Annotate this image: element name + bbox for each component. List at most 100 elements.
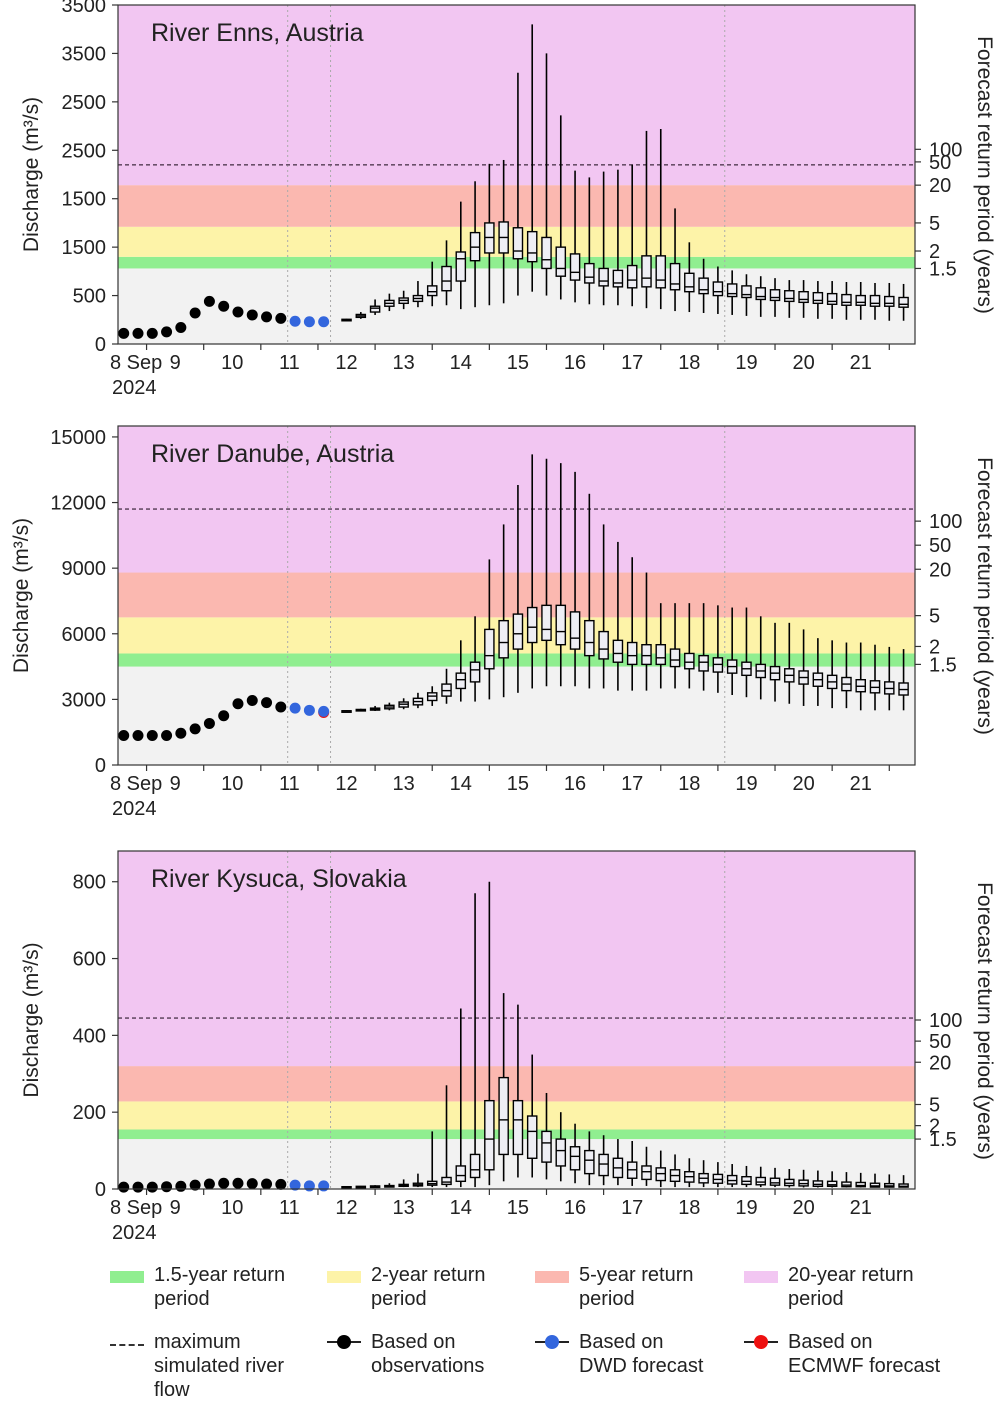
ensemble-box — [698, 258, 709, 314]
ensemble-box — [712, 266, 724, 314]
ensemble-box — [512, 485, 524, 693]
box-iqr — [641, 1165, 652, 1181]
xtick-label: 14 — [450, 773, 472, 795]
box-iqr — [441, 265, 452, 292]
ensemble-box — [598, 524, 609, 689]
ensemble-box — [869, 282, 881, 320]
ensemble-box — [855, 282, 866, 320]
ensemble-box — [584, 1131, 595, 1186]
ensemble-box — [669, 603, 681, 689]
ensemble-box — [541, 53, 552, 296]
box-iqr — [798, 290, 809, 304]
rp-tick-label: 1.5 — [929, 654, 957, 676]
xtick-label: 20 — [792, 352, 814, 374]
dwd-point — [318, 705, 330, 717]
box-iqr — [484, 628, 495, 670]
ensemble-box — [898, 649, 909, 711]
rp-tick-label: 50 — [929, 152, 951, 174]
ensemble-box — [469, 181, 481, 308]
rp-tick-label: 1.5 — [929, 258, 957, 280]
obs-point — [175, 322, 187, 334]
box-iqr — [684, 652, 695, 670]
dwd-point — [318, 1180, 330, 1192]
legend-label-rp20-1: 20-year return — [788, 1264, 914, 1286]
ensemble-box — [641, 130, 652, 309]
band-rp5 — [118, 1066, 915, 1102]
box-iqr — [498, 619, 509, 659]
obs-point — [218, 710, 230, 722]
rp-tick-label: 100 — [929, 1010, 962, 1032]
ensemble-box — [426, 1131, 438, 1188]
ensemble-box — [741, 274, 752, 316]
obs-point — [232, 698, 244, 710]
ytick-label: 0 — [95, 1179, 106, 1201]
box-iqr — [769, 289, 781, 302]
ensemble-box — [784, 622, 795, 704]
box-iqr — [655, 255, 667, 289]
obs-point — [118, 327, 130, 339]
box-iqr — [812, 291, 824, 305]
box-iqr — [626, 641, 638, 666]
legend-marker-dwd — [535, 1330, 569, 1354]
box-iqr — [598, 630, 609, 660]
ytick-label: 3500 — [62, 0, 107, 17]
box-iqr — [784, 1178, 795, 1187]
box-iqr — [669, 648, 681, 668]
ensemble-box — [569, 471, 581, 687]
ytick-label: 400 — [73, 1025, 106, 1047]
box-iqr — [755, 1176, 767, 1186]
legend-label-ecmwf-2: ECMWF forecast — [788, 1355, 941, 1377]
obs-point — [203, 1178, 215, 1190]
obs-point — [132, 729, 144, 741]
panel-title: River Enns, Austria — [151, 19, 364, 47]
panel-title: River Danube, Austria — [151, 440, 394, 468]
y2-axis-label: Forecast return period (years) — [973, 36, 996, 314]
ensemble-box — [884, 282, 895, 321]
band-rp20 — [118, 5, 915, 186]
legend-label-rp15-2: period — [154, 1288, 210, 1310]
legend-label-rp2-1: 2-year return — [371, 1264, 486, 1286]
xtick-label: 21 — [850, 352, 872, 374]
ensemble-box — [512, 1004, 524, 1178]
ytick-label: 1500 — [62, 189, 107, 211]
dwd-point — [289, 702, 301, 714]
band-rp5 — [118, 185, 915, 227]
box-iqr — [741, 285, 752, 299]
box-iqr — [898, 296, 909, 308]
ensemble-box — [526, 454, 538, 689]
ensemble-box — [498, 524, 509, 698]
rp-tick-label: 50 — [929, 1031, 951, 1053]
ensemble-box — [755, 276, 767, 317]
ensemble-box — [469, 616, 481, 702]
ensemble-box — [826, 640, 838, 709]
ensemble-box — [455, 1008, 467, 1188]
legend-label-ecmwf-1: Based on — [788, 1331, 873, 1353]
ensemble-box — [369, 705, 381, 711]
legend-marker-ecmwf — [744, 1330, 778, 1354]
xtick-label: 18 — [678, 1197, 700, 1219]
rp-tick-label: 100 — [929, 139, 962, 161]
ensemble-box — [612, 541, 624, 691]
ensemble-box — [441, 668, 452, 704]
box-iqr — [526, 230, 538, 263]
ensemble-box — [898, 1175, 909, 1188]
ensemble-box — [384, 702, 395, 711]
legend-label-rp20-2: period — [788, 1288, 844, 1310]
dwd-point — [303, 704, 315, 716]
box-iqr — [426, 285, 438, 297]
box-iqr — [784, 290, 795, 303]
ensemble-box — [641, 1146, 652, 1186]
box-iqr — [698, 277, 709, 295]
obs-point — [161, 729, 173, 741]
box-iqr — [869, 294, 881, 307]
ensemble-box — [798, 629, 809, 706]
obs-point — [189, 307, 201, 319]
rp-tick-label: 2 — [929, 636, 940, 658]
ensemble-box — [884, 646, 895, 711]
xtick-label: 20 — [792, 773, 814, 795]
box-iqr — [555, 246, 567, 277]
ensemble-box — [469, 893, 481, 1188]
box-iqr — [655, 644, 667, 666]
ensemble-box — [412, 281, 424, 308]
ensemble-box — [712, 1162, 724, 1188]
